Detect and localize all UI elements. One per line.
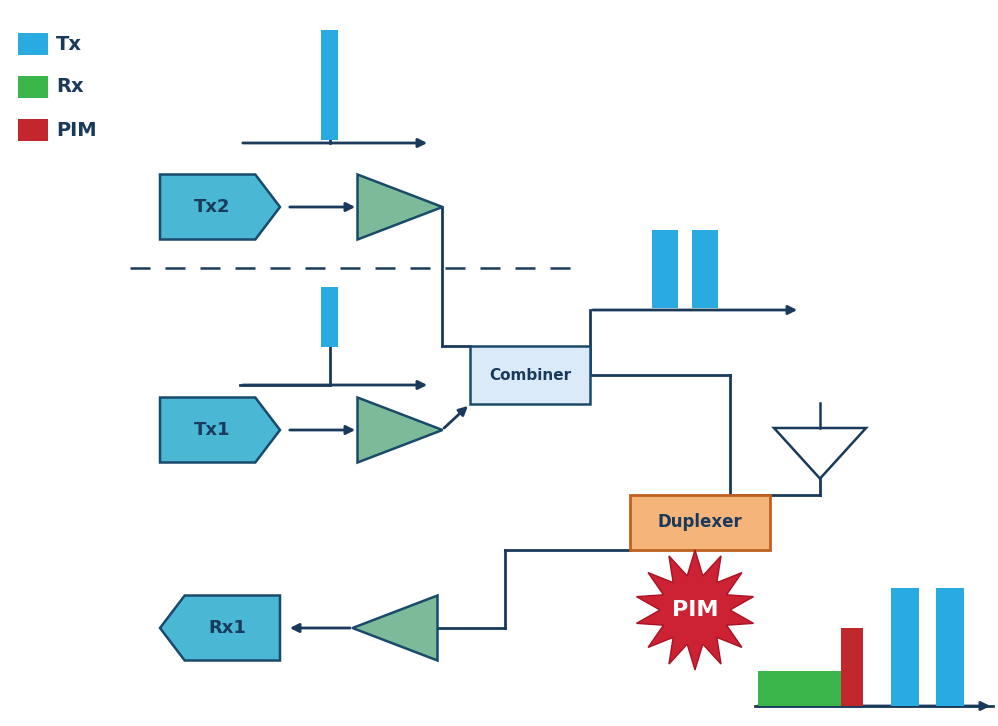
Polygon shape [160, 174, 280, 240]
Bar [321, 287, 338, 347]
Text: Rx1: Rx1 [209, 619, 247, 637]
Polygon shape [357, 174, 442, 240]
Bar [891, 588, 919, 706]
FancyBboxPatch shape [630, 494, 770, 550]
FancyBboxPatch shape [18, 76, 48, 98]
Text: Duplexer: Duplexer [658, 513, 743, 531]
Polygon shape [160, 398, 280, 462]
Text: Rx: Rx [56, 78, 84, 97]
Bar [692, 230, 718, 308]
Bar [936, 588, 964, 706]
Polygon shape [774, 428, 866, 478]
Polygon shape [637, 550, 753, 670]
Text: Tx2: Tx2 [195, 198, 231, 216]
FancyBboxPatch shape [18, 33, 48, 55]
FancyBboxPatch shape [470, 346, 590, 404]
Text: Tx1: Tx1 [195, 421, 231, 439]
Text: PIM: PIM [672, 600, 719, 620]
Bar [841, 628, 863, 706]
FancyBboxPatch shape [18, 119, 48, 141]
Text: PIM: PIM [56, 121, 97, 139]
Polygon shape [160, 595, 280, 661]
Bar [652, 230, 678, 308]
Bar [758, 671, 858, 706]
Bar [321, 30, 338, 140]
Polygon shape [357, 398, 442, 462]
Text: Tx: Tx [56, 35, 82, 54]
Text: Combiner: Combiner [489, 367, 571, 383]
Polygon shape [352, 595, 437, 661]
